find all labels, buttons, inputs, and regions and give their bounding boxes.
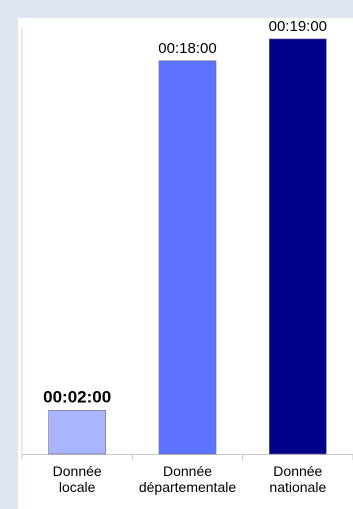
category-label-departementale: Donnée départementale [123, 463, 253, 495]
bar [48, 410, 106, 455]
category-label-line2: départementale [138, 479, 237, 495]
data-labels: 00:02:00 00:18:00 00:19:00 [43, 18, 327, 406]
category-label-line1: Donnée [162, 463, 213, 479]
category-label-line2: locale [58, 479, 96, 495]
bar [269, 38, 327, 455]
bar-chart: 00:02:00 00:18:00 00:19:00 [21, 18, 353, 460]
bars [48, 38, 327, 455]
data-label: 00:19:00 [269, 18, 327, 35]
category-label-nationale: Donnée nationale [233, 463, 353, 495]
data-label: 00:02:00 [43, 387, 111, 406]
chart-panel: 00:02:00 00:18:00 00:19:00 Donnée locale D… [18, 18, 353, 509]
category-label-line1: Donnée [52, 463, 102, 479]
category-label-line2: nationale [269, 479, 327, 495]
data-label: 00:18:00 [158, 40, 216, 57]
bar [158, 60, 217, 455]
category-label-locale: Donnée locale [12, 463, 142, 495]
category-label-line1: Donnée [273, 463, 323, 479]
axes [21, 28, 353, 460]
